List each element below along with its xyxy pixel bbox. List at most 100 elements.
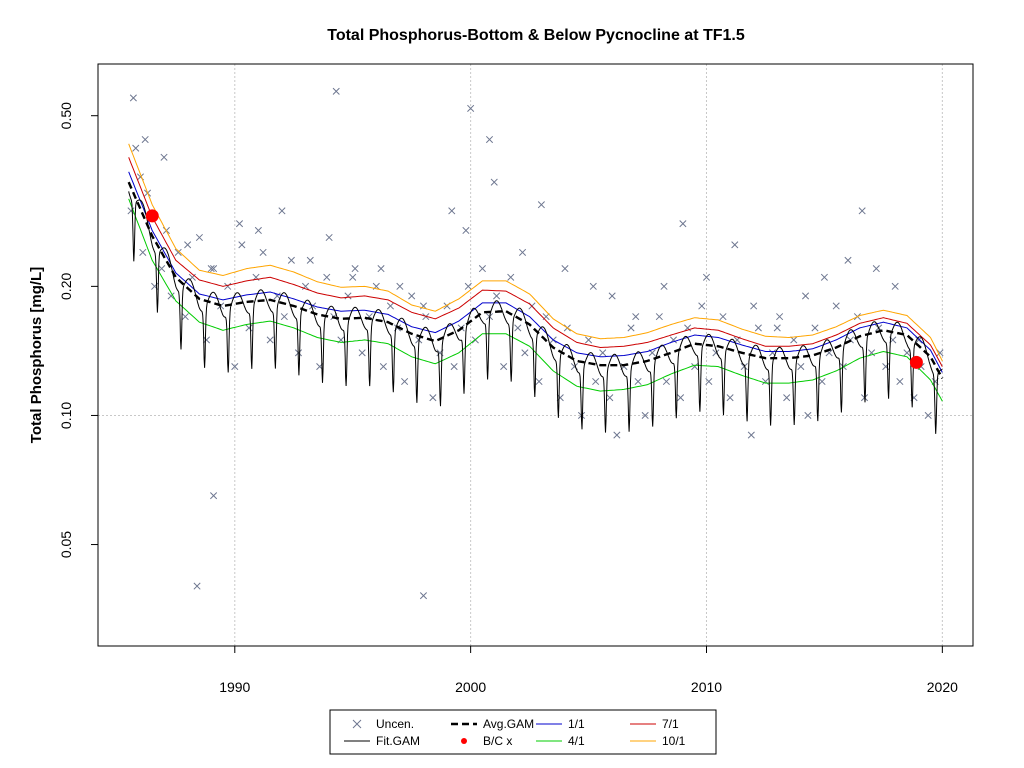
observation-marker [801,292,810,300]
observation-marker [325,233,333,242]
observation-marker [141,135,149,144]
observation-marker [167,292,175,300]
observation-marker [832,302,840,310]
observation-marker [790,336,798,344]
grid-lines [98,64,973,646]
observation-marker [280,313,288,321]
observation-marker [535,377,543,386]
observation-marker [705,377,713,386]
x-tick-label: 2010 [691,679,722,695]
observation-marker [207,265,215,273]
observation-marker [750,302,758,310]
observation-marker [754,324,762,332]
observation-marker [606,394,614,402]
observation-marker [589,282,597,290]
observation-marker [613,431,621,439]
observation-marker [184,241,192,249]
bc-points [145,209,923,369]
observation-marker [224,282,232,290]
observation-marker [266,336,274,344]
observation-marker [464,282,472,290]
observation-marker [561,265,569,273]
observation-marker [231,363,239,371]
observation-marker [351,265,359,273]
legend-label: 1/1 [568,717,585,731]
y-tick-label: 0.10 [58,402,74,429]
observation-marker [202,336,211,344]
observation-marker [507,273,515,281]
observation-marker [820,273,828,281]
legend-swatch [352,719,362,729]
observation-marker [210,265,218,273]
observation-marker [408,292,416,300]
observation-marker [676,394,685,402]
x-tick-label: 2000 [455,679,486,695]
observation-marker [641,411,649,420]
observation-marker [783,394,791,402]
observation-marker [776,313,784,321]
observation-marker [818,377,826,386]
observation-marker [500,363,508,371]
observation-marker [518,248,527,256]
observation-marker [872,265,880,273]
observation-marker [655,313,663,321]
legend-label: Uncen. [376,717,414,731]
observation-marker [193,582,201,590]
observation-marker [936,349,944,357]
legend-item: Uncen. [352,717,414,731]
bc-point [909,355,923,369]
observation-marker [377,265,385,273]
observation-marker [306,256,314,264]
x-tick-label: 2020 [927,679,958,695]
observation-marker [485,135,494,144]
observation-marker [323,273,331,281]
observation-marker [467,104,475,112]
observation-marker [903,349,911,357]
observation-marker [493,292,501,300]
observation-marker [396,282,404,290]
observation-marker [747,431,755,439]
observation-marker [127,207,135,215]
observation-markers [127,87,944,600]
observation-marker [698,302,706,310]
observation-marker [924,411,932,420]
series-line-avg-gam [127,181,944,379]
observation-marker [132,144,140,152]
y-axis-label: Total Phosphorus [mg/L] [28,267,45,443]
observation-marker [627,324,635,332]
observation-marker [139,248,147,256]
observation-marker [915,336,923,344]
observation-marker [797,363,805,371]
observation-marker [344,292,352,300]
observation-marker [478,265,486,273]
observation-marker [254,226,262,235]
legend-label: 7/1 [662,717,679,731]
observation-marker [419,302,428,310]
observation-marker [660,282,668,290]
y-tick-label: 0.05 [58,531,74,558]
observation-marker [740,363,748,371]
observation-marker [259,248,267,256]
series-lines [127,143,944,434]
observation-marker [844,256,852,264]
observation-marker [332,87,340,95]
bc-point [145,209,159,223]
observation-marker [210,492,218,500]
observation-marker [278,207,286,215]
observation-marker [592,377,600,386]
y-axis: 0.05 0.10 0.20 0.50 [58,102,98,558]
series-line-4-1 [128,198,943,402]
legend-label: Avg.GAM [483,717,534,731]
legend-label: 10/1 [662,734,686,748]
observation-marker [662,377,670,386]
observation-marker [129,94,137,102]
observation-marker [761,377,770,386]
legend-item: 7/1 [630,717,679,731]
observation-marker [537,201,545,209]
observation-marker [719,313,727,321]
observation-marker [684,324,692,332]
observation-marker [773,324,781,332]
series-line-fit-gam [128,191,943,434]
observation-marker [379,363,387,371]
x-tick-label: 1990 [219,679,250,695]
